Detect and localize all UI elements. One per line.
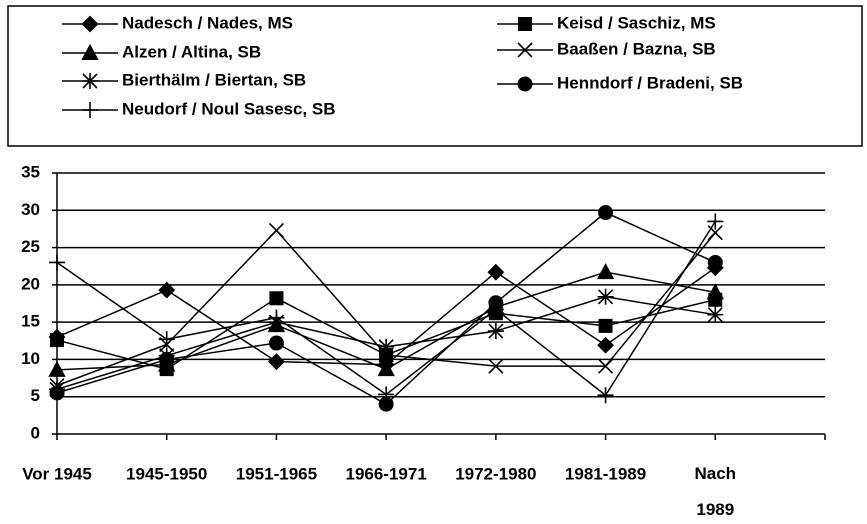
x-tick-label: 1981-1989 [565,464,646,483]
marker [268,309,285,326]
y-tick-label: 5 [31,386,40,405]
legend-box [7,5,863,147]
marker [268,222,284,238]
marker [598,205,614,221]
marker [82,102,98,118]
marker [598,318,613,333]
legend-label: Bierthälm / Biertan, SB [122,70,306,89]
marker [707,306,724,323]
marker [378,386,395,403]
x-tick-label: 1966-1971 [345,464,426,483]
legend-label: Keisd / Saschiz, MS [557,13,716,32]
marker [596,263,615,280]
marker [598,358,614,374]
marker [488,358,504,374]
marker [49,254,65,271]
marker [378,338,395,355]
x-tick-label: Nach 1989 [694,464,736,519]
marker [597,288,614,305]
marker [158,331,175,348]
marker [269,291,284,306]
y-tick-label: 30 [21,200,40,219]
marker [49,385,65,401]
marker [81,15,99,33]
legend-label: Henndorf / Bradeni, SB [557,73,743,92]
marker [487,323,504,340]
x-tick-label: 1951-1965 [236,464,317,483]
marker [81,43,99,60]
y-tick-label: 10 [21,349,40,368]
y-tick-label: 35 [21,162,40,181]
marker [50,333,64,348]
marker [487,301,504,318]
marker [82,73,98,89]
marker [487,263,505,281]
y-tick-label: 15 [21,312,40,331]
marker [268,353,285,371]
marker [517,42,533,58]
y-tick-label: 20 [21,274,40,293]
marker [159,351,175,367]
legend-label: Nadesch / Nades, MS [122,13,293,32]
x-tick-label: 1945-1950 [126,464,207,483]
x-tick-label: Vor 1945 [22,464,92,483]
marker [48,360,66,377]
marker [707,213,724,230]
marker [597,336,614,354]
y-tick-label: 0 [31,423,40,442]
marker [597,387,614,404]
marker [707,254,723,270]
y-tick-label: 25 [21,237,40,256]
marker [268,335,284,351]
marker [377,360,395,377]
legend-label: Alzen / Altina, SB [122,42,261,61]
marker [706,283,724,300]
marker [517,76,533,92]
legend-label: Neudorf / Noul Sasesc, SB [122,99,336,118]
x-tick-label: 1972-1980 [455,464,536,483]
marker [518,17,532,31]
marker [158,281,176,299]
legend-label: Baaßen / Bazna, SB [557,39,716,58]
